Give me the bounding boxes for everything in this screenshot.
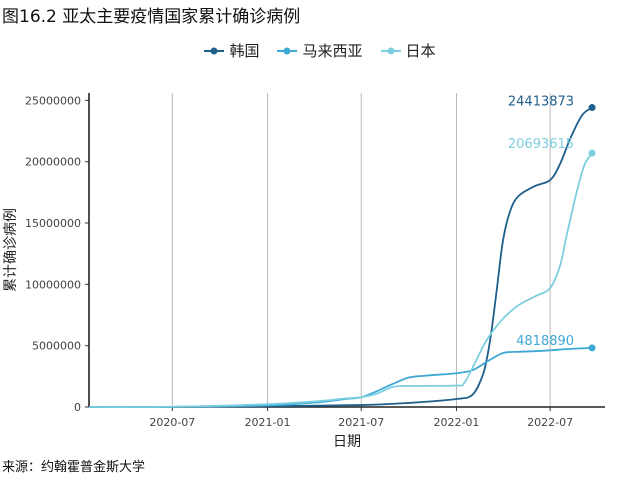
legend-key-korea — [204, 47, 225, 54]
x-tick-label: 2022-07 — [527, 416, 573, 429]
series-line-0 — [88, 106, 593, 408]
series-end-label-2: 20693615 — [508, 137, 574, 152]
x-tick-label: 2021-01 — [245, 416, 291, 429]
source-note: 来源：约翰霍普金斯大学 — [2, 460, 146, 475]
x-tick-label: 2022-01 — [433, 416, 479, 429]
series-line-1 — [88, 346, 593, 408]
legend-key-dot — [387, 47, 394, 54]
series-end-point-1 — [588, 344, 596, 352]
gridlines — [171, 93, 551, 407]
y-tick-label: 10000000 — [25, 278, 81, 291]
y-tick-label: 20000000 — [25, 156, 81, 169]
series-end-point-2 — [588, 149, 596, 157]
x-tick-label: 2020-07 — [149, 416, 195, 429]
legend-key-malaysia — [277, 47, 298, 54]
series-end-label-1: 4818890 — [516, 334, 574, 349]
y-tick-label: 5000000 — [32, 340, 81, 353]
x-axis-title: 日期 — [333, 434, 361, 450]
x-tick-label: 2021-07 — [338, 416, 384, 429]
y-axis-title: 累计确诊病例 — [3, 208, 19, 292]
labels-layer: 24413873 4818890 20693615 — [508, 95, 574, 349]
legend-key-dot — [210, 47, 218, 54]
legend-label-malaysia: 马来西亚 — [302, 42, 363, 60]
chart-title: 图16.2 亚太主要疫情国家累计确诊病例 — [2, 7, 301, 27]
axes: 2020-07 2021-01 2021-07 2022-01 2022-07 0 5000… — [3, 93, 605, 450]
legend: 韩国 马来西亚 日本 — [0, 40, 640, 61]
legend-key-japan — [380, 47, 401, 54]
y-tick-label: 0 — [74, 401, 81, 414]
legend-label-korea: 韩国 — [229, 42, 260, 60]
y-tick-label: 25000000 — [25, 94, 81, 107]
legend-item-korea: 韩国 — [204, 40, 259, 61]
series-end-label-0: 24413873 — [508, 95, 574, 110]
legend-label-japan: 日本 — [405, 42, 436, 60]
legend-item-malaysia: 马来西亚 — [277, 40, 363, 61]
legend-key-dot — [283, 47, 291, 54]
y-tick-label: 15000000 — [25, 217, 81, 230]
legend-item-japan: 日本 — [380, 40, 436, 61]
series-end-point-0 — [588, 104, 596, 112]
series-line-2 — [88, 152, 593, 408]
series-layer — [88, 104, 596, 408]
